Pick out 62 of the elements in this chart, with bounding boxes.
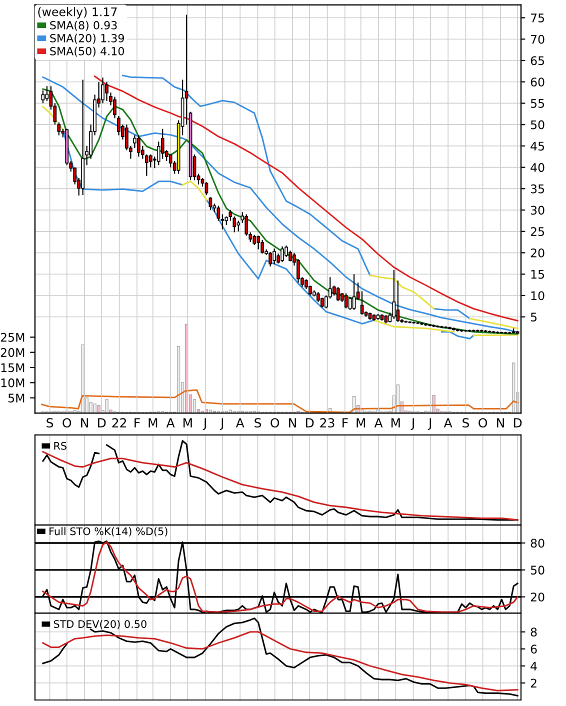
- x-tick-label: A: [444, 418, 452, 428]
- x-tick-label: A: [374, 418, 383, 428]
- y-tick-label: 35: [530, 184, 544, 194]
- y2-tick-label: 5M: [8, 394, 24, 402]
- y-tick-label: 2: [530, 678, 536, 688]
- x-tick-label: J: [410, 418, 414, 430]
- y-tick-label: 80: [530, 538, 544, 548]
- y-tick-label: 4: [530, 662, 537, 670]
- y-tick-label: 75: [531, 14, 544, 22]
- y-tick-label: 45: [530, 142, 544, 151]
- legend-label: SMA(8) 0.93: [50, 20, 117, 31]
- y2-tick-label: 20M: [0, 348, 24, 357]
- y-tick-label: 40: [530, 163, 544, 172]
- y-tick-label: 50: [530, 120, 544, 130]
- legend-label: Full STO %K(14) %D(5): [50, 527, 168, 536]
- x-tick-label: 23: [320, 418, 334, 428]
- y-tick-label: 8: [530, 628, 537, 637]
- x-tick-label: J: [202, 418, 206, 430]
- x-tick-label: O: [270, 418, 280, 428]
- x-tick-label: A: [166, 418, 175, 428]
- y2-tick-label: 25M: [0, 332, 24, 342]
- x-tick-label: D: [306, 418, 314, 428]
- x-tick-label: D: [98, 418, 106, 428]
- y-tick-label: 20: [530, 592, 544, 602]
- x-tick-label: D: [514, 418, 522, 428]
- x-tick-label: O: [478, 418, 488, 428]
- y-tick-label: 70: [531, 34, 544, 44]
- x-tick-label: S: [462, 418, 470, 428]
- y-tick-label: 30: [530, 206, 544, 215]
- x-tick-label: M: [391, 418, 400, 428]
- x-tick-label: S: [46, 418, 54, 428]
- legend-label: STD DEV(20) 0.50: [54, 620, 146, 630]
- y-tick-label: 10: [531, 291, 544, 300]
- legend-label: SMA(50) 4.10: [50, 46, 124, 57]
- x-tick-label: 22: [112, 418, 126, 428]
- y-tick-label: 20: [530, 248, 544, 258]
- y-tick-label: 6: [530, 644, 537, 654]
- y-tick-label: 60: [530, 78, 544, 87]
- x-tick-label: O: [62, 418, 72, 428]
- x-tick-label: F: [342, 418, 348, 428]
- x-tick-label: S: [254, 418, 262, 428]
- y2-tick-label: 15M: [1, 363, 24, 372]
- y-tick-label: 5: [530, 312, 537, 322]
- x-tick-label: J: [428, 418, 432, 430]
- y2-tick-label: 10M: [1, 378, 24, 388]
- y-tick-label: 50: [530, 566, 544, 575]
- x-tick-label: J: [220, 418, 224, 430]
- legend-title: (weekly) 1.17: [38, 7, 117, 19]
- x-tick-label: M: [184, 418, 192, 428]
- y-tick-label: 65: [530, 56, 544, 66]
- legend-label: RS: [54, 442, 66, 450]
- y-tick-label: 15: [531, 270, 544, 279]
- x-tick-label: M: [356, 418, 366, 428]
- x-tick-label: N: [497, 418, 504, 428]
- y-tick-label: 25: [530, 227, 544, 236]
- legend-label: SMA(20) 1.39: [50, 34, 124, 44]
- x-tick-label: M: [148, 418, 158, 428]
- y-tick-label: 55: [530, 99, 544, 108]
- x-tick-label: A: [236, 418, 244, 428]
- x-tick-label: F: [134, 418, 140, 428]
- x-tick-label: N: [81, 418, 88, 428]
- x-tick-label: N: [289, 418, 296, 428]
